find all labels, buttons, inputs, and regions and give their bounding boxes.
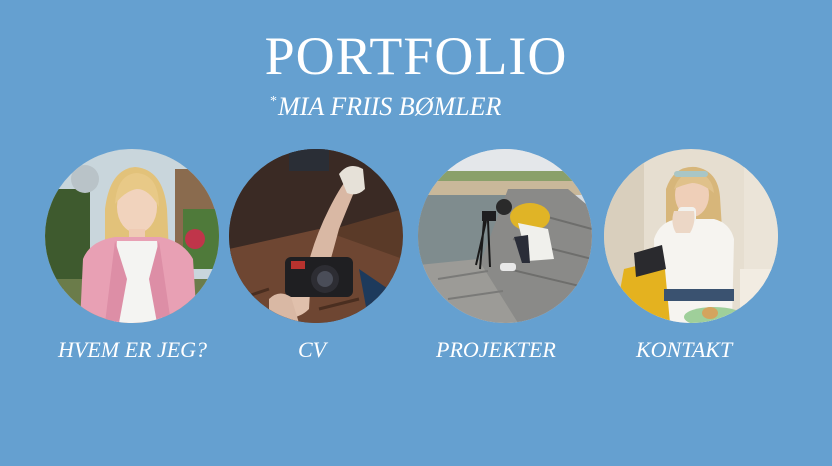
nav-link-cv[interactable]: CV: [298, 337, 327, 362]
photo-about-me[interactable]: [45, 149, 219, 323]
portrait-pink-jacket-image: [45, 149, 219, 323]
nav-link-projects[interactable]: PROJEKTER: [436, 337, 556, 362]
cafe-with-cup-image: [604, 149, 778, 323]
page-title: PORTFOLIO: [264, 26, 568, 86]
photo-projects[interactable]: [418, 149, 592, 323]
legs-with-camera-image: [229, 149, 403, 323]
author-name-text: MIA FRIIS BØMLER: [278, 92, 502, 121]
photo-cv[interactable]: [229, 149, 403, 323]
star-icon: *: [270, 94, 277, 109]
nav-link-contact[interactable]: KONTAKT: [636, 337, 733, 362]
nav-link-about-me[interactable]: HVEM ER JEG?: [58, 337, 208, 362]
author-name: *MIA FRIIS BØMLER: [270, 86, 501, 123]
photographer-on-pier-image: [418, 149, 592, 323]
photo-contact[interactable]: [604, 149, 778, 323]
